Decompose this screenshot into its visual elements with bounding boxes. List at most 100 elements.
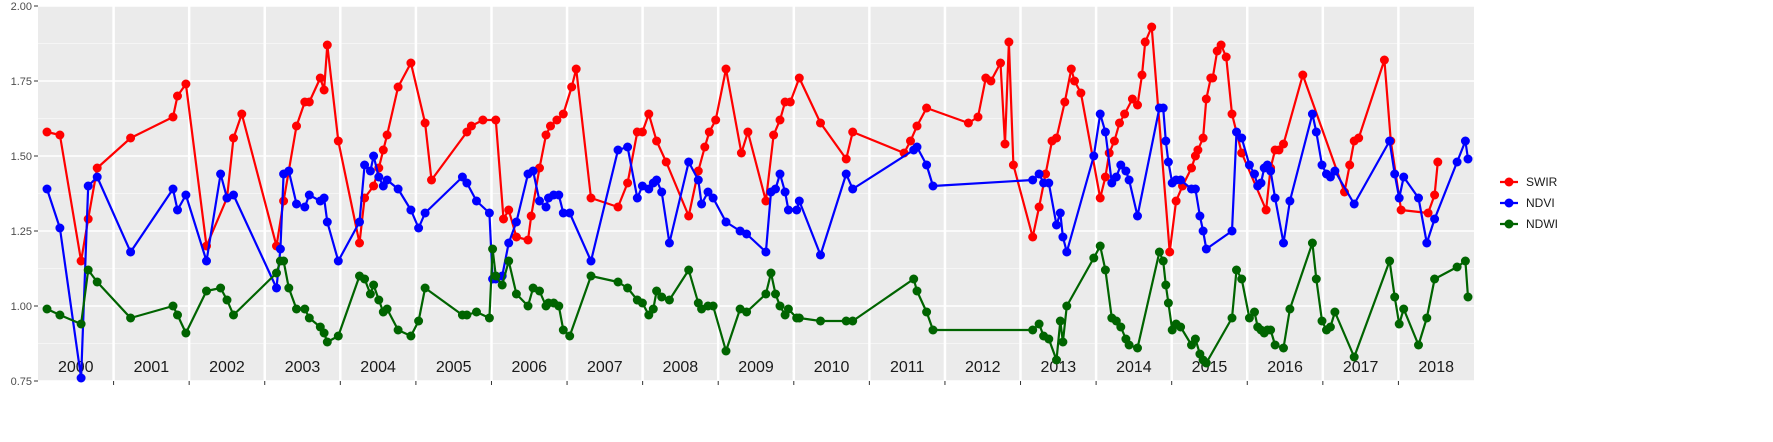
year-label: 2009 (738, 359, 774, 376)
data-point-swir (816, 118, 825, 128)
data-point-swir (1193, 145, 1203, 155)
data-point-ndwi (841, 316, 851, 326)
data-point-swir (382, 130, 392, 140)
data-point-ndvi (1414, 193, 1423, 203)
data-point-ndvi (535, 196, 544, 206)
data-point-swir (1430, 190, 1440, 200)
data-point-swir (1109, 136, 1119, 146)
data-point-ndwi (794, 313, 804, 323)
data-point-ndvi (504, 238, 514, 248)
data-point-ndvi (1307, 109, 1317, 119)
data-point-ndvi (565, 208, 575, 218)
data-point-swir (848, 127, 858, 137)
series-ndwi (42, 238, 1473, 368)
data-point-swir (1041, 169, 1051, 179)
data-point-ndvi (1089, 151, 1099, 161)
data-point-swir (775, 115, 785, 125)
data-point-ndvi (1285, 196, 1295, 206)
data-point-ndvi (1452, 157, 1462, 167)
data-point-ndvi (771, 184, 780, 194)
data-point-ndwi (708, 301, 718, 311)
data-point-swir (1034, 202, 1044, 212)
data-point-ndvi (1176, 175, 1186, 185)
data-point-ndvi (1330, 166, 1340, 176)
data-point-swir (406, 58, 416, 68)
data-point-ndvi (775, 169, 785, 179)
data-point-ndwi (684, 265, 694, 275)
data-point-ndvi (1195, 211, 1205, 221)
year-label: 2017 (1343, 359, 1379, 376)
data-point-ndvi (1163, 157, 1173, 167)
year-labels: 2000 2001 2002 2003 2004 2005 2006 2007 2008 2009… (58, 359, 1454, 376)
year-label: 2010 (814, 359, 850, 376)
series-ndvi (42, 103, 1473, 383)
data-point-swir (499, 214, 508, 224)
data-point-swir (922, 103, 932, 113)
data-point-ndwi (1463, 292, 1473, 302)
data-point-ndvi (1062, 247, 1072, 257)
data-point-ndvi (365, 166, 375, 176)
data-point-ndvi (1232, 127, 1241, 137)
data-point-swir (769, 130, 779, 140)
data-point-swir (613, 202, 623, 212)
data-point-ndwi (816, 316, 825, 326)
data-point-swir (1028, 232, 1038, 242)
data-point-ndvi (1034, 169, 1044, 179)
data-point-ndvi (1317, 160, 1327, 170)
year-label: 2000 (58, 359, 94, 376)
data-point-swir (906, 136, 915, 146)
year-label: 2012 (965, 359, 1001, 376)
data-point-swir (393, 82, 403, 92)
data-point-swir (1008, 160, 1018, 170)
data-point-swir (1140, 37, 1150, 47)
data-point-ndwi (229, 310, 238, 320)
data-point-ndwi (511, 289, 521, 299)
data-point-swir (841, 154, 851, 164)
data-point-ndwi (360, 274, 370, 284)
data-point-ndvi (1161, 136, 1171, 146)
year-label: 2005 (436, 359, 472, 376)
data-point-swir (504, 205, 514, 215)
data-point-swir (1237, 148, 1247, 158)
data-point-ndvi (541, 202, 551, 212)
data-point-swir (83, 214, 93, 224)
data-point-ndwi (766, 268, 776, 278)
data-point-swir (571, 64, 581, 74)
data-point-ndwi (554, 301, 564, 311)
data-point-ndwi (181, 328, 191, 338)
data-point-ndvi (284, 166, 294, 176)
data-point-ndwi (1227, 313, 1237, 323)
data-point-swir (1201, 94, 1211, 104)
data-point-ndvi (1237, 133, 1247, 143)
data-point-ndwi (92, 277, 102, 287)
data-point-ndwi (535, 286, 544, 296)
data-point-ndwi (586, 271, 596, 281)
data-point-ndvi (613, 145, 623, 155)
data-point-ndvi (684, 157, 694, 167)
data-point-swir (704, 127, 714, 137)
data-point-ndvi (1124, 175, 1134, 185)
data-point-swir (986, 76, 996, 86)
data-point-ndwi (1158, 256, 1168, 266)
data-point-swir (478, 115, 488, 125)
data-point-ndwi (216, 283, 226, 293)
data-point-ndvi (168, 184, 178, 194)
data-point-ndwi (1100, 265, 1110, 275)
data-point-ndwi (1176, 322, 1186, 332)
data-point-ndwi (637, 298, 647, 308)
data-point-swir (168, 112, 178, 122)
data-point-ndvi (319, 193, 329, 203)
data-point-swir (684, 211, 694, 221)
data-point-ndwi (1163, 298, 1173, 308)
data-point-swir (1115, 118, 1124, 128)
data-point-ndvi (414, 223, 424, 233)
year-label: 2003 (285, 359, 321, 376)
data-point-ndvi (420, 208, 430, 218)
data-point-swir (1127, 94, 1137, 104)
data-point-swir (973, 112, 983, 122)
year-label: 2007 (587, 359, 623, 376)
data-point-ndwi (1390, 292, 1400, 302)
data-point-ndvi (181, 190, 191, 200)
data-point-ndwi (420, 283, 430, 293)
data-point-ndwi (1460, 256, 1470, 266)
